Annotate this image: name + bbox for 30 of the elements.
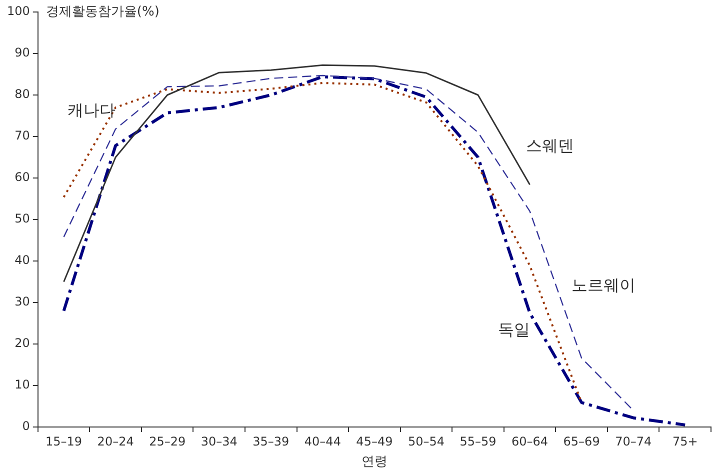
x-tick-label: 15–19 [46,434,82,448]
x-tick-label: 45–49 [356,434,393,448]
x-tick-label: 20–24 [97,434,134,448]
y-tick-label: 70 [14,128,30,143]
x-tick-label: 30–34 [200,434,238,448]
x-tick-label: 55–59 [460,434,496,448]
y-tick-label: 10 [14,378,30,392]
x-tick-label: 35–39 [252,434,290,448]
x-axis-title: 연령 [361,454,388,470]
x-tick-label: 50–54 [408,434,444,448]
x-tick-label: 40–44 [304,434,341,448]
series-label: 노르웨이 [572,275,636,294]
x-tick-label: 65–69 [563,434,600,448]
y-tick-label: 60 [14,170,30,184]
y-tick-label: 0 [22,419,30,434]
series-label: 캐나다 [68,100,116,120]
x-tick-label: 70–74 [615,434,652,448]
y-tick-label: 30 [14,294,30,309]
y-tick-label: 90 [14,46,30,60]
y-tick-label: 80 [14,87,30,102]
y-tick-label: 40 [14,253,30,268]
y-tick-label: 20 [14,336,30,350]
x-tick-label: 75+ [672,434,698,448]
series-label: 독일 [498,320,530,340]
x-tick-label: 25–29 [149,434,186,448]
series-label: 스웨덴 [526,136,574,155]
y-tick-label: 50 [14,212,30,226]
x-tick-label: 60–64 [512,434,548,448]
y-tick-label: 100 [7,4,30,18]
y-axis-title: 경제활동참가율(%) [46,4,160,20]
